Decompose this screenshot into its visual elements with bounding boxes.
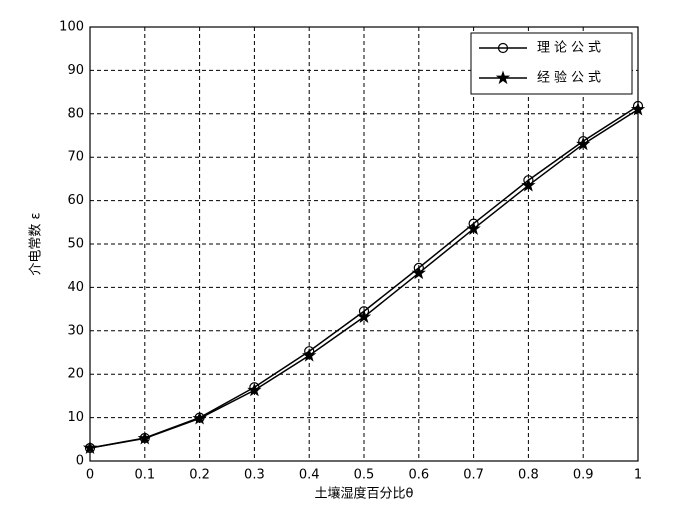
y-tick-label: 50 (67, 237, 84, 252)
x-tick-label: 0.3 (244, 468, 265, 483)
y-tick-label: 40 (67, 280, 84, 295)
y-tick-label: 70 (67, 150, 84, 165)
x-tick-label: 0.7 (463, 468, 484, 483)
y-axis-label: 介电常数 ε (29, 212, 44, 275)
point (630, 101, 646, 116)
x-tick-label: 0.2 (189, 468, 210, 483)
y-tick-label: 80 (67, 106, 84, 121)
point (411, 265, 426, 280)
point (192, 410, 207, 425)
point (247, 382, 262, 397)
y-tick-label: 60 (67, 193, 84, 208)
point (466, 221, 481, 235)
x-tick-label: 0 (86, 468, 94, 483)
point (137, 430, 152, 445)
x-tick-label: 0.4 (299, 468, 320, 483)
x-tick-label: 1 (634, 468, 642, 483)
point (302, 347, 317, 362)
point (576, 136, 591, 151)
y-tick-label: 0 (76, 454, 84, 469)
x-tick-label: 0.6 (408, 468, 429, 483)
x-axis-label: 土壤湿度百分比θ (315, 486, 414, 502)
legend-marker (495, 70, 511, 85)
y-tick-label: 30 (67, 323, 84, 338)
y-tick-label: 100 (59, 20, 84, 35)
x-tick-label: 0.8 (518, 468, 539, 483)
legend-marker (497, 42, 509, 54)
point (82, 440, 98, 455)
plot-frame (89, 26, 639, 462)
x-tick-label: 0.9 (573, 468, 594, 483)
point (521, 177, 536, 192)
legend-label: 理论公式 (537, 41, 605, 56)
legend-box (470, 32, 633, 95)
x-tick-label: 0.5 (354, 468, 375, 483)
y-tick-label: 20 (67, 367, 84, 382)
legend-label: 经验公式 (537, 70, 605, 86)
y-tick-label: 10 (67, 410, 84, 425)
y-tick-label: 90 (67, 63, 84, 78)
x-tick-label: 0.1 (134, 468, 155, 483)
point (356, 309, 372, 324)
